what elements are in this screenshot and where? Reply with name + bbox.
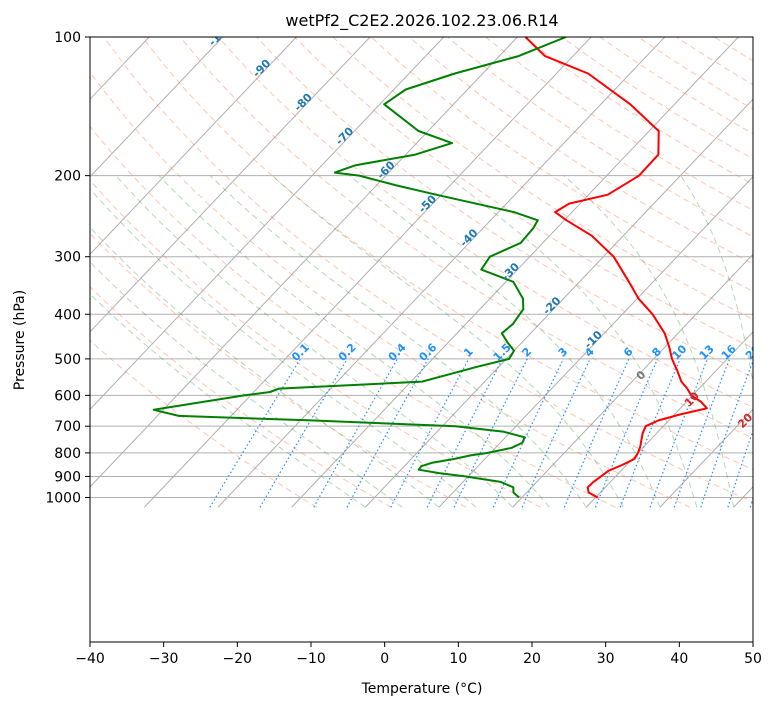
mixing-ratio-line xyxy=(346,358,429,508)
y-tick-label: 300 xyxy=(54,250,81,266)
y-tick-label: 900 xyxy=(54,469,81,485)
mixing-ratio-line xyxy=(492,358,565,508)
x-tick-label: 40 xyxy=(670,651,688,667)
x-tick-label: 10 xyxy=(449,651,467,667)
mixing-ratio-line xyxy=(619,358,681,508)
mixing-ratio-line xyxy=(649,358,709,508)
dry-adiabat-line xyxy=(90,125,616,508)
dry-adiabat-line xyxy=(332,37,753,320)
x-tick-label: −40 xyxy=(75,651,105,667)
temperature-profile-line xyxy=(524,37,708,499)
y-tick-label: 100 xyxy=(54,30,81,46)
dry-adiabat-line xyxy=(90,286,392,508)
dry-adiabat-line xyxy=(408,37,753,265)
isotherm-line xyxy=(512,253,753,508)
pressure-gridlines xyxy=(90,37,753,499)
isotherm-line xyxy=(659,408,753,508)
mixing-ratio-line xyxy=(313,358,398,508)
moist-adiabat-line xyxy=(349,175,661,508)
mixing-ratio-line xyxy=(594,358,659,508)
mixing-ratio-line xyxy=(259,358,348,508)
mixing-ratio-line xyxy=(426,358,504,508)
y-tick-label: 700 xyxy=(54,419,81,435)
dry-adiabat-line xyxy=(90,71,691,508)
moist-adiabat-line xyxy=(446,175,698,508)
dry-adiabat-line xyxy=(256,37,753,378)
x-tick-label: 0 xyxy=(380,651,389,667)
isotherm-line xyxy=(291,37,739,508)
x-tick-label: 20 xyxy=(523,651,541,667)
isotherm-line xyxy=(90,37,518,488)
y-tick-label: 400 xyxy=(54,307,81,323)
dry-adiabat-line xyxy=(103,37,753,503)
dry-adiabat-line xyxy=(179,37,753,439)
x-axis-label: Temperature (°C) xyxy=(361,681,483,697)
moist-adiabat-line xyxy=(209,175,587,508)
y-axis-ticks: 100 200 300 400 500 600 700 800 900 1000 xyxy=(45,30,90,507)
isotherm-line xyxy=(438,176,753,508)
isotherm-line xyxy=(90,37,445,411)
isotherm-line xyxy=(90,37,224,178)
skewed-isotherms xyxy=(90,37,753,508)
mixing-ratio-line xyxy=(209,358,302,508)
y-tick-label: 800 xyxy=(54,446,81,462)
isotherm-line xyxy=(90,37,297,256)
y-axis-label: Pressure (hPa) xyxy=(12,290,28,390)
mixing-ratio-line xyxy=(390,358,470,508)
x-tick-label: 50 xyxy=(744,651,762,667)
plot-frame xyxy=(89,36,754,643)
y-tick-label: 600 xyxy=(54,388,81,404)
isotherm-line xyxy=(143,37,592,508)
isotherm-line xyxy=(364,98,753,508)
y-tick-label: 1000 xyxy=(45,491,81,507)
moist-adiabat-line xyxy=(158,175,550,508)
dry-adiabat-line xyxy=(141,37,753,471)
dry-adiabat-line xyxy=(370,37,753,292)
x-tick-label: −10 xyxy=(296,651,326,667)
mixing-ratio-line xyxy=(563,358,630,508)
y-tick-label: 500 xyxy=(54,352,81,368)
chart-title: wetPf2_C2E2.2026.102.23.06.R14 xyxy=(285,11,558,31)
x-axis-ticks: −40 −30 −20 −10 0 10 20 30 40 50 xyxy=(75,642,762,667)
dewpoint-profile-line xyxy=(152,37,567,499)
x-tick-label: −20 xyxy=(223,651,253,667)
mixing-ratio-line xyxy=(453,358,528,508)
dry-adiabat-line xyxy=(90,232,467,508)
isotherm-line xyxy=(90,37,371,333)
y-tick-label: 200 xyxy=(54,169,81,185)
mixing-ratio-label: 20 xyxy=(743,342,763,362)
dry-adiabat-line xyxy=(218,37,753,408)
isotherm-label: -100 xyxy=(206,20,235,49)
dry-adiabat-line xyxy=(90,339,318,508)
mixing-ratio-line xyxy=(700,359,753,508)
x-tick-label: 30 xyxy=(597,651,615,667)
isotherm-line xyxy=(217,37,666,508)
mixing-ratio-lines xyxy=(209,358,753,508)
isotherm-line xyxy=(585,331,753,508)
moist-adiabat-line xyxy=(272,175,624,508)
profile-series xyxy=(152,37,708,499)
mixing-ratio-line xyxy=(673,358,731,508)
x-tick-label: −30 xyxy=(149,651,179,667)
moist-adiabat-line xyxy=(90,293,366,508)
